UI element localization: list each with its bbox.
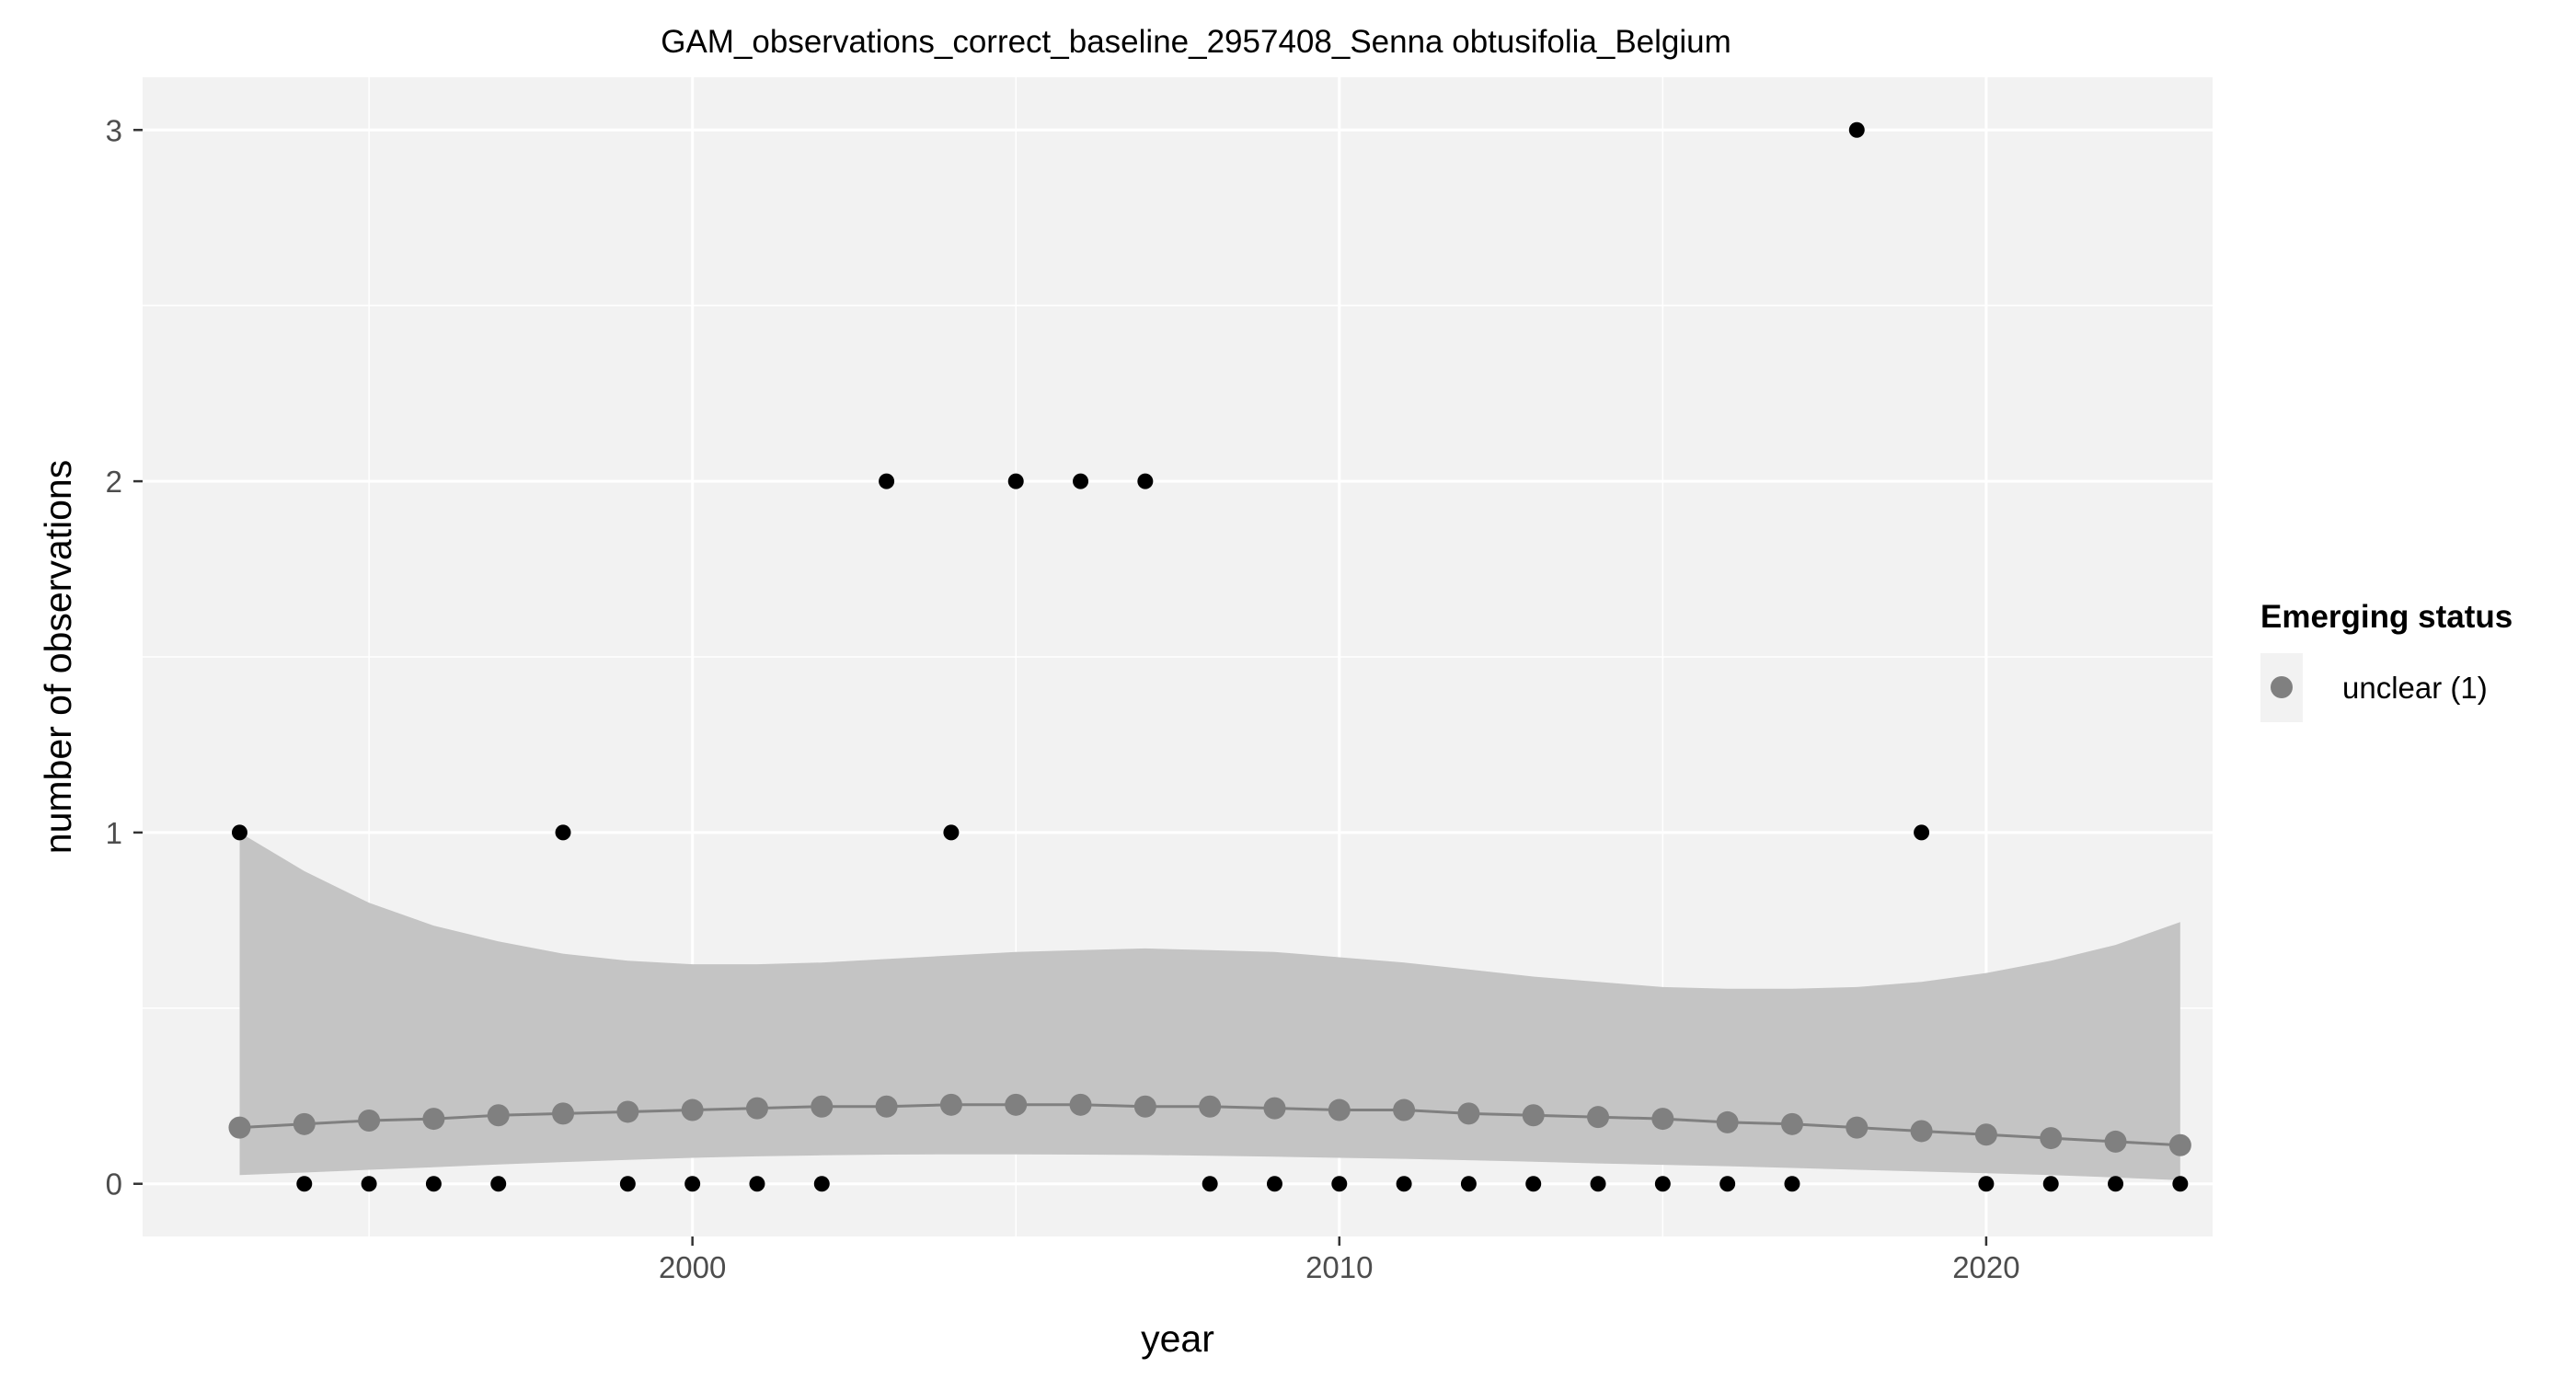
observation-point [1460, 1176, 1477, 1192]
gam-fit-point [1974, 1123, 1997, 1146]
observation-point [879, 473, 895, 489]
observation-point [1007, 473, 1024, 489]
observation-point [1137, 473, 1154, 489]
gam-fit-point [2168, 1133, 2191, 1156]
gam-fit-point [422, 1108, 445, 1131]
gam-fit-layer [228, 1093, 2191, 1156]
confidence-band [239, 832, 2180, 1180]
observation-point [1719, 1176, 1736, 1192]
gam-fit-point [875, 1095, 898, 1118]
observation-point [1202, 1176, 1218, 1192]
x-tick-label: 2000 [659, 1250, 726, 1284]
gam-fit-point [1199, 1095, 1222, 1118]
gam-fit-point [1133, 1095, 1156, 1118]
observation-point [1073, 473, 1089, 489]
gam-fit-point [1069, 1093, 1092, 1116]
observation-point [1331, 1176, 1348, 1192]
observation-point [231, 824, 247, 841]
observation-point [425, 1176, 442, 1192]
gam-fit-point [1263, 1097, 1286, 1120]
gam-fit-point [681, 1098, 704, 1121]
observation-point [1654, 1176, 1671, 1192]
gam-fit-point [745, 1097, 768, 1120]
observation-point [1914, 824, 1930, 841]
observation-point [813, 1176, 830, 1192]
gam-fit-point [939, 1093, 962, 1116]
observation-point [1848, 121, 1865, 138]
gam-fit-point [2040, 1127, 2063, 1150]
gam-fit-point [1005, 1093, 1028, 1116]
gam-fit-point [1846, 1116, 1869, 1139]
gam-fit-point [1716, 1110, 1739, 1133]
observation-point [943, 824, 960, 841]
gam-fit-point [1651, 1108, 1674, 1131]
x-tick-label: 2020 [1952, 1250, 2019, 1284]
x-axis-title: year [1141, 1317, 1214, 1360]
y-tick-label: 3 [106, 113, 122, 147]
y-tick-label: 1 [106, 816, 122, 850]
gam-fit-point [1457, 1102, 1480, 1125]
y-tick-label: 2 [106, 465, 122, 499]
legend-key-unclear-point [2271, 676, 2293, 698]
observation-point [2042, 1176, 2059, 1192]
observation-point [490, 1176, 507, 1192]
gam-fit-point [1587, 1106, 1610, 1129]
observations-layer [231, 121, 2189, 1192]
observation-point [2108, 1176, 2124, 1192]
observation-point [684, 1176, 701, 1192]
gam-fit-point [1328, 1098, 1351, 1121]
gam-fit-point [1780, 1112, 1803, 1135]
gam-fit-point [1910, 1120, 1933, 1143]
gam-fit-point [552, 1102, 575, 1125]
legend-title: Emerging status [2260, 599, 2513, 635]
observation-point [1590, 1176, 1606, 1192]
gam-fit-point [228, 1116, 251, 1139]
gam-fit-point [811, 1095, 834, 1118]
gam-fit-point [358, 1110, 381, 1132]
legend: Emerging status unclear (1) [2260, 599, 2513, 722]
observation-point [1266, 1176, 1282, 1192]
y-axis-title: number of observations [37, 460, 79, 854]
observation-point [1396, 1176, 1412, 1192]
observation-point [1784, 1176, 1800, 1192]
observation-point [2172, 1176, 2189, 1192]
observation-point [1525, 1176, 1542, 1192]
gam-fit-point [1522, 1104, 1545, 1127]
gam-fit-point [293, 1112, 316, 1135]
chart-title: GAM_observations_correct_baseline_295740… [661, 24, 1731, 60]
observation-point [296, 1176, 313, 1192]
observation-point [555, 824, 571, 841]
observation-point [619, 1176, 636, 1192]
observation-point [361, 1176, 377, 1192]
gam-fit-point [1393, 1098, 1416, 1121]
observation-point [1978, 1176, 1995, 1192]
gam-fit-point [2104, 1130, 2127, 1153]
confidence-band-layer [239, 832, 2180, 1180]
axes-layer: 2000 2010 2020 0 1 2 3 [106, 113, 2020, 1284]
gam-fit-point [487, 1104, 510, 1127]
legend-label-unclear: unclear (1) [2342, 671, 2488, 705]
x-tick-label: 2010 [1305, 1250, 1373, 1284]
observation-point [749, 1176, 765, 1192]
y-tick-label: 0 [106, 1167, 122, 1202]
gam-fit-point [616, 1100, 639, 1123]
